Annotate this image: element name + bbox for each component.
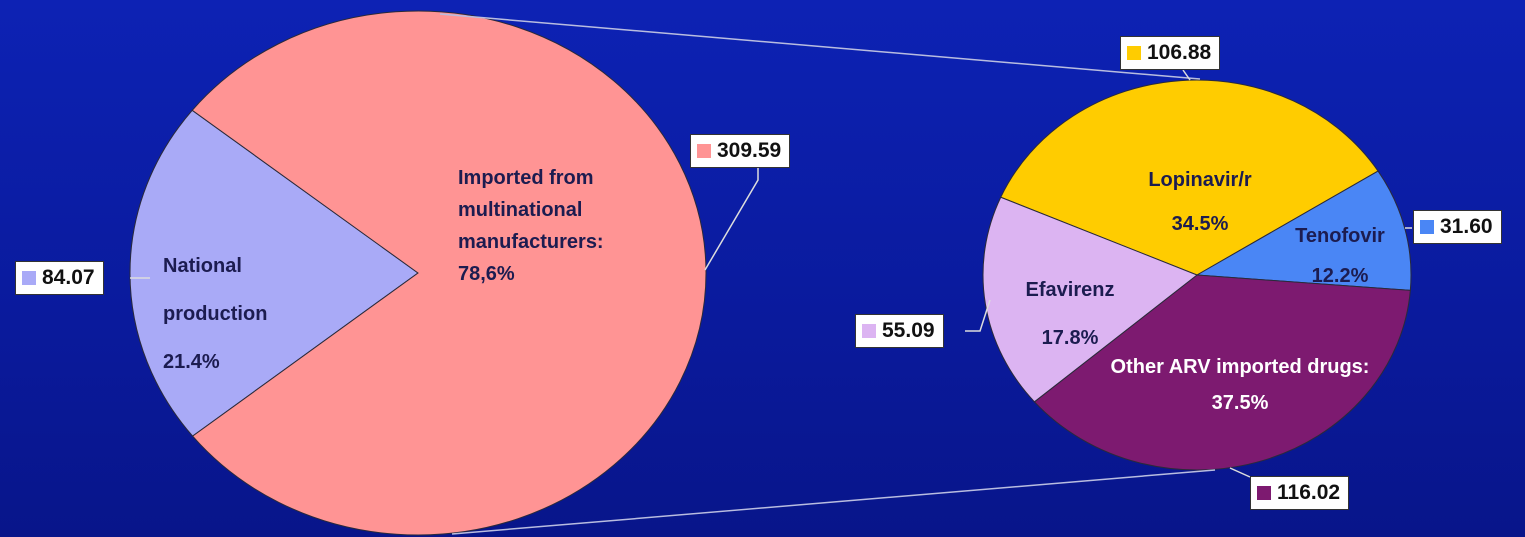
legend-swatch: [1257, 486, 1271, 500]
legend-swatch: [862, 324, 876, 338]
slice-label: Tenofovir 12.2%: [1270, 216, 1410, 296]
slice-percent: 34.5%: [1171, 213, 1229, 235]
leader-line: [704, 168, 759, 271]
slice-category: Other ARV imported drugs:: [1110, 356, 1370, 378]
slice-category: National production: [163, 255, 268, 325]
value-label: 31.60: [1413, 210, 1502, 244]
value-text: 106.88: [1147, 41, 1212, 64]
pie-slice: [191, 10, 707, 536]
leader-line: [965, 299, 991, 332]
pie-slice: [1033, 274, 1411, 471]
legend-swatch: [1127, 46, 1141, 60]
slice-percent: 78,6%: [458, 263, 515, 285]
value-text: 55.09: [882, 319, 935, 342]
value-text: 116.02: [1277, 481, 1341, 504]
legend-swatch: [697, 144, 711, 158]
value-text: 84.07: [42, 266, 95, 289]
slice-percent: 12.2%: [1311, 265, 1369, 287]
slice-label: Imported from multinational manufacturer…: [458, 162, 698, 290]
slice-category: Tenofovir: [1295, 225, 1385, 247]
pie-slice: [982, 196, 1198, 403]
value-label: 55.09: [855, 314, 944, 348]
connector-line: [451, 469, 1216, 535]
value-text: 309.59: [717, 139, 782, 162]
slice-category: Imported from multinational manufacturer…: [458, 167, 604, 253]
value-label: 84.07: [15, 261, 104, 295]
slice-label: National production 21.4%: [163, 242, 313, 386]
pie-slice: [129, 109, 419, 437]
value-label: 309.59: [690, 134, 791, 168]
slice-label: Efavirenz 17.8%: [1000, 266, 1140, 362]
legend-swatch: [1420, 220, 1434, 234]
slice-label: Lopinavir/r 34.5%: [1110, 158, 1290, 246]
slice-category: Efavirenz: [1025, 279, 1115, 301]
leader-line: [1229, 467, 1251, 478]
pie-slice: [1195, 170, 1412, 291]
slice-percent: 21.4%: [163, 351, 220, 373]
slice-percent: 37.5%: [1211, 392, 1269, 414]
legend-swatch: [22, 271, 36, 285]
value-text: 31.60: [1440, 215, 1493, 238]
leader-line: [1182, 69, 1191, 81]
pie-slice: [1000, 79, 1379, 276]
connector-line: [439, 13, 1201, 80]
slice-percent: 17.8%: [1041, 327, 1099, 349]
slice-category: Lopinavir/r: [1148, 169, 1252, 191]
slice-label: Other ARV imported drugs: 37.5%: [1105, 349, 1375, 421]
value-label: 116.02: [1250, 476, 1350, 510]
value-label: 106.88: [1120, 36, 1221, 70]
